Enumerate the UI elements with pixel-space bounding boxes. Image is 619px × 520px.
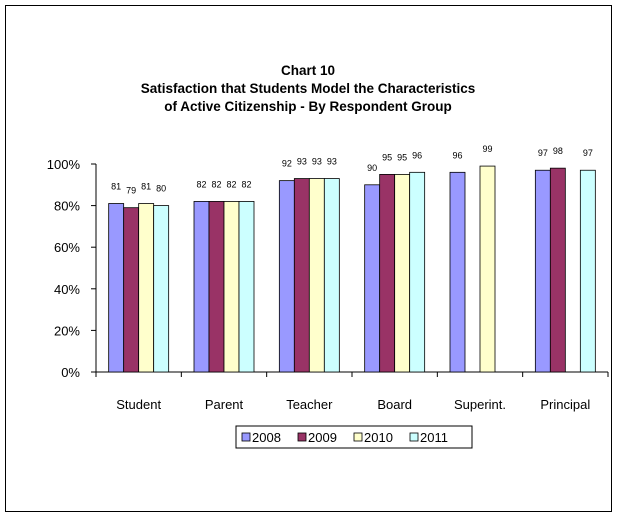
bar-parent-2008	[193, 201, 210, 373]
bar-principal-2011	[579, 169, 596, 373]
legend: 2008 2009 2010 2011	[235, 425, 473, 449]
y-tick-label: 100%	[47, 157, 81, 172]
bar-board-2010	[394, 173, 411, 373]
data-label: 82	[241, 179, 251, 189]
legend-label-2010: 2010	[364, 430, 393, 445]
data-label: 79	[126, 186, 136, 196]
data-label: 97	[583, 148, 593, 158]
y-tick-label: 80%	[54, 199, 80, 214]
bar-superint--2010	[479, 165, 496, 373]
chart-title-line-3: of Active Citizenship - By Respondent Gr…	[164, 99, 452, 114]
legend-swatch-2008	[241, 432, 251, 442]
data-label: 93	[327, 157, 337, 167]
bar-board-2009	[379, 173, 396, 373]
data-label: 82	[211, 179, 221, 189]
data-label: 98	[553, 146, 563, 156]
x-tick-label: Board	[377, 397, 412, 412]
bar-student-2008	[108, 203, 125, 373]
y-tick-label: 40%	[54, 282, 80, 297]
bar-superint--2008	[449, 171, 466, 373]
x-tick-label: Parent	[205, 397, 244, 412]
chart-title-line-2: Satisfaction that Students Model the Cha…	[141, 81, 476, 96]
legend-swatch-2011	[409, 432, 419, 442]
bar-teacher-2011	[323, 178, 340, 373]
plot-area: 0% 20% 40% 60% 80% 100% 81 79 81 80 Student 82 82 82 8…	[47, 144, 609, 412]
legend-swatch-2010	[353, 432, 363, 442]
bar-principal-2008	[534, 169, 551, 373]
bar-parent-2010	[223, 201, 240, 373]
legend-label-2008: 2008	[252, 430, 281, 445]
data-label: 97	[538, 148, 548, 158]
data-label: 80	[156, 184, 166, 194]
bar-board-2011	[409, 171, 426, 373]
x-tick-label: Student	[116, 397, 161, 412]
data-label: 93	[297, 157, 307, 167]
data-label: 92	[282, 159, 292, 169]
data-label: 95	[382, 152, 392, 162]
data-label: 96	[412, 150, 422, 160]
data-label: 82	[196, 179, 206, 189]
bar-board-2008	[364, 184, 381, 373]
y-tick-label: 0%	[61, 365, 80, 380]
bar-teacher-2008	[278, 180, 295, 373]
data-label: 95	[397, 152, 407, 162]
legend-label-2011: 2011	[420, 430, 448, 445]
bar-student-2010	[138, 203, 155, 373]
bar-teacher-2009	[293, 178, 310, 373]
data-label: 93	[312, 157, 322, 167]
chart-title: Chart 10 Satisfaction that Students Mode…	[141, 63, 476, 114]
bar-student-2011	[153, 205, 170, 373]
data-label: 90	[367, 163, 377, 173]
bar-principal-2009	[549, 167, 566, 373]
bar-parent-2011	[238, 201, 255, 373]
x-tick-label: Principal	[540, 397, 590, 412]
data-label: 81	[111, 182, 121, 192]
legend-swatch-2009	[297, 432, 307, 442]
data-label: 99	[482, 144, 492, 154]
x-tick-label: Teacher	[286, 397, 333, 412]
data-label: 96	[452, 150, 462, 160]
y-tick-label: 60%	[54, 240, 80, 255]
bar-teacher-2010	[308, 178, 325, 373]
bar-student-2009	[123, 207, 140, 373]
x-tick-label: Superint.	[454, 397, 506, 412]
data-label: 82	[226, 179, 236, 189]
y-tick-label: 20%	[54, 323, 80, 338]
bar-parent-2009	[208, 201, 225, 373]
legend-label-2009: 2009	[308, 430, 337, 445]
data-label: 81	[141, 182, 151, 192]
chart-title-line-1: Chart 10	[281, 63, 335, 78]
